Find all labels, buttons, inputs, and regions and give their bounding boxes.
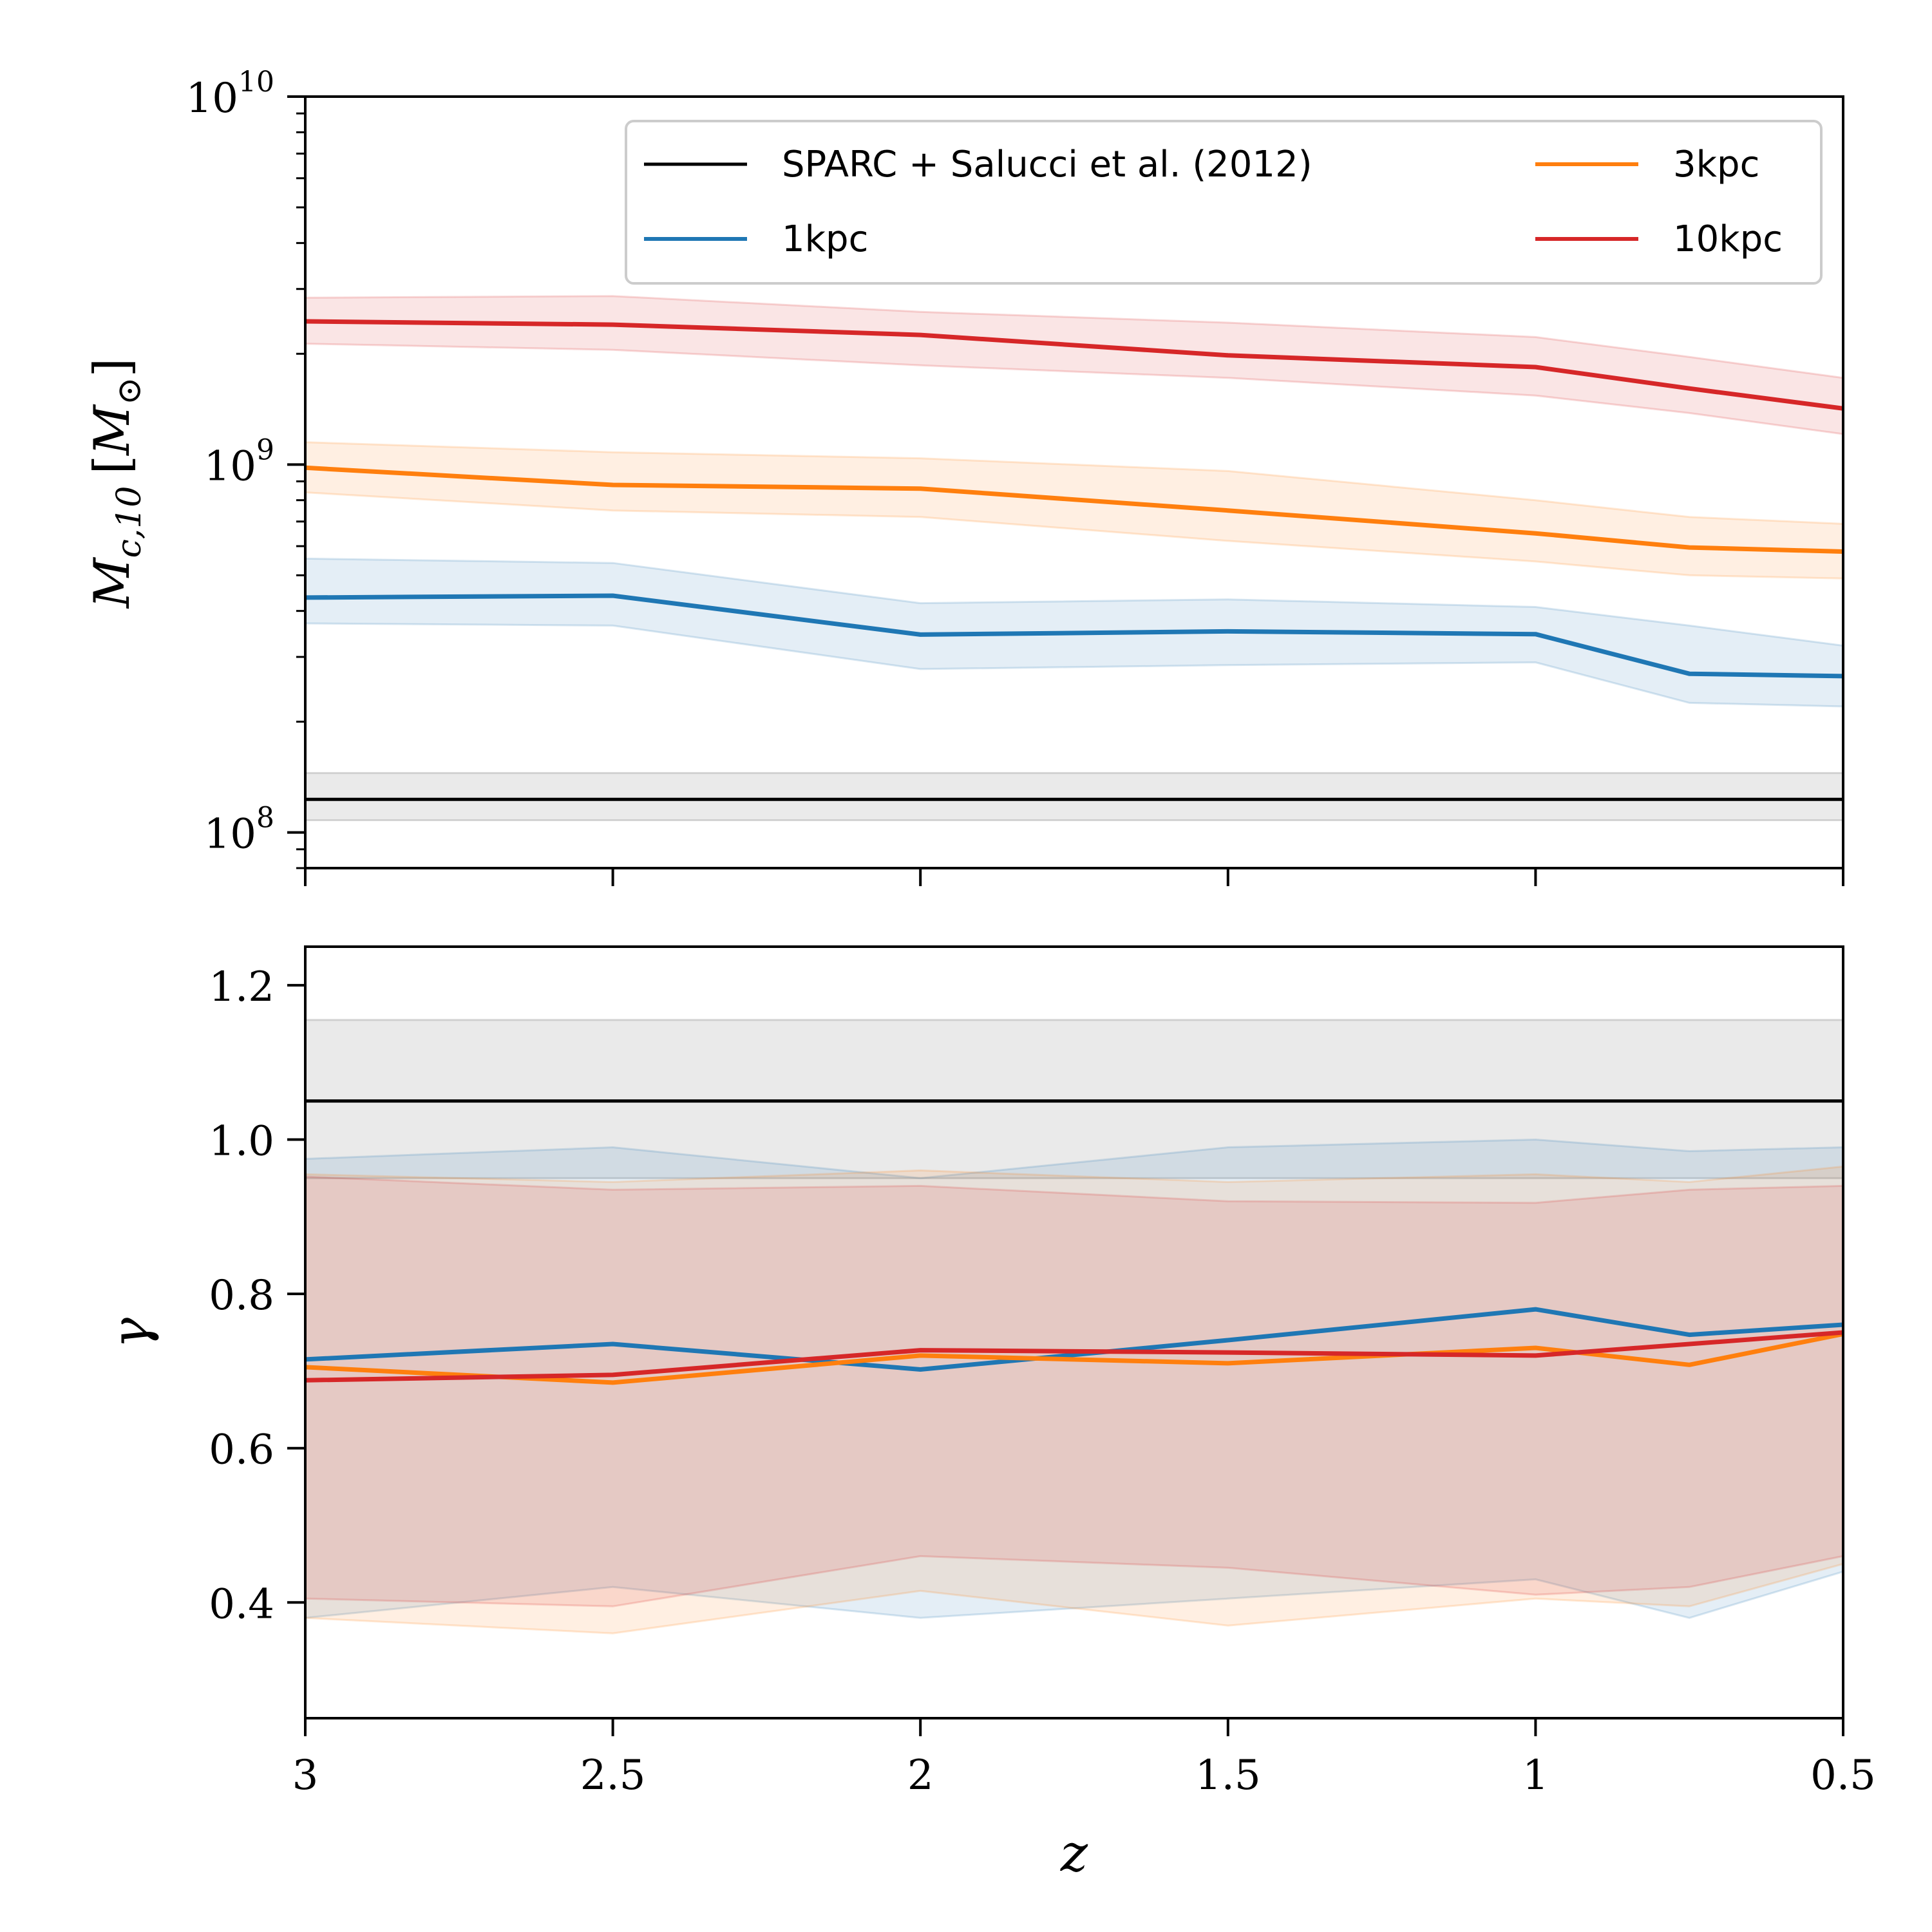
top-ylabel-close: ] <box>83 358 140 377</box>
bottom-plot-area <box>305 1019 1843 1634</box>
y-tick-label: 108 <box>204 802 274 858</box>
bottom-y-axis-label: γ <box>100 1318 160 1349</box>
top-ylabel-open: [ <box>83 455 140 475</box>
x-tick-label: 2.5 <box>580 1752 646 1799</box>
y-tick-base: 10 <box>186 75 238 122</box>
top-y-axis-label: Mc,10[M⊙] <box>83 358 149 609</box>
bottom-x-axis: 3 2.5 2 1.5 1 0.5 <box>292 1718 1876 1799</box>
x-tick-label: 3 <box>292 1752 319 1799</box>
top-ylabel-unit: M <box>83 404 140 457</box>
bottom-x-axis-label: z <box>1060 1823 1088 1883</box>
y-tick-exp: 10 <box>238 66 274 99</box>
y-tick-exp: 8 <box>256 802 274 835</box>
y-tick-base: 10 <box>204 811 256 858</box>
x-tick-label: 1 <box>1522 1752 1549 1799</box>
y-tick-label: 1010 <box>186 66 274 122</box>
y-tick-label: 0.4 <box>209 1580 274 1628</box>
series-line-10kpc-1 <box>305 1330 1843 1383</box>
top-x-axis <box>304 868 1844 886</box>
y-tick-label: 1.2 <box>209 963 274 1011</box>
legend-box <box>625 120 1823 285</box>
band-1kpc-1 <box>305 1138 1843 1619</box>
x-tick-label: 0.5 <box>1810 1752 1876 1799</box>
legend-label-10kpc: 10kpc <box>1673 218 1783 260</box>
y-tick-label: 1.0 <box>209 1118 274 1166</box>
bottom-y-axis: 0.4 0.6 0.8 1.0 1.2 <box>209 963 305 1628</box>
series-line-10kpc-0 <box>305 319 1843 411</box>
x-tick-label: 2 <box>907 1752 934 1799</box>
series-line-1kpc-0 <box>305 593 1843 679</box>
top-ylabel-unit-sub: ⊙ <box>110 377 149 405</box>
band-10kpc-1 <box>305 1175 1843 1607</box>
y-tick-label: 0.8 <box>209 1272 274 1320</box>
y-tick-label: 0.6 <box>209 1426 274 1474</box>
y-tick-exp: 9 <box>256 433 274 466</box>
x-tick-label: 1.5 <box>1195 1752 1261 1799</box>
series-line-3kpc-0 <box>305 465 1843 554</box>
series-line-1kpc-1 <box>305 1307 1843 1372</box>
top-ylabel-sub: c,10 <box>110 486 149 558</box>
legend-label-3kpc: 3kpc <box>1673 144 1759 185</box>
bottom-panel: 0.4 0.6 0.8 1.0 1.2 3 2.5 2 1.5 1 0.5 γ z <box>100 945 1876 1883</box>
legend-label-1kpc: 1kpc <box>782 218 868 260</box>
bottom-axes-frame <box>304 945 1844 1719</box>
top-ylabel-main: M <box>83 556 140 609</box>
top-plot-area <box>305 295 1843 822</box>
series-line-3kpc-1 <box>305 1331 1843 1385</box>
legend-label-sparc: SPARC + Salucci et al. (2012) <box>782 144 1312 185</box>
legend: SPARC + Salucci et al. (2012) 3kpc 1kpc … <box>625 120 1823 285</box>
y-tick-base: 10 <box>204 442 256 490</box>
top-axes-frame <box>304 95 1844 869</box>
reference-band-1 <box>305 1019 1843 1179</box>
band-10kpc-0 <box>305 295 1843 435</box>
reference-band-0 <box>305 772 1843 822</box>
y-tick-label: 109 <box>204 433 274 490</box>
band-3kpc-0 <box>305 441 1843 580</box>
band-3kpc-1 <box>305 1165 1843 1634</box>
